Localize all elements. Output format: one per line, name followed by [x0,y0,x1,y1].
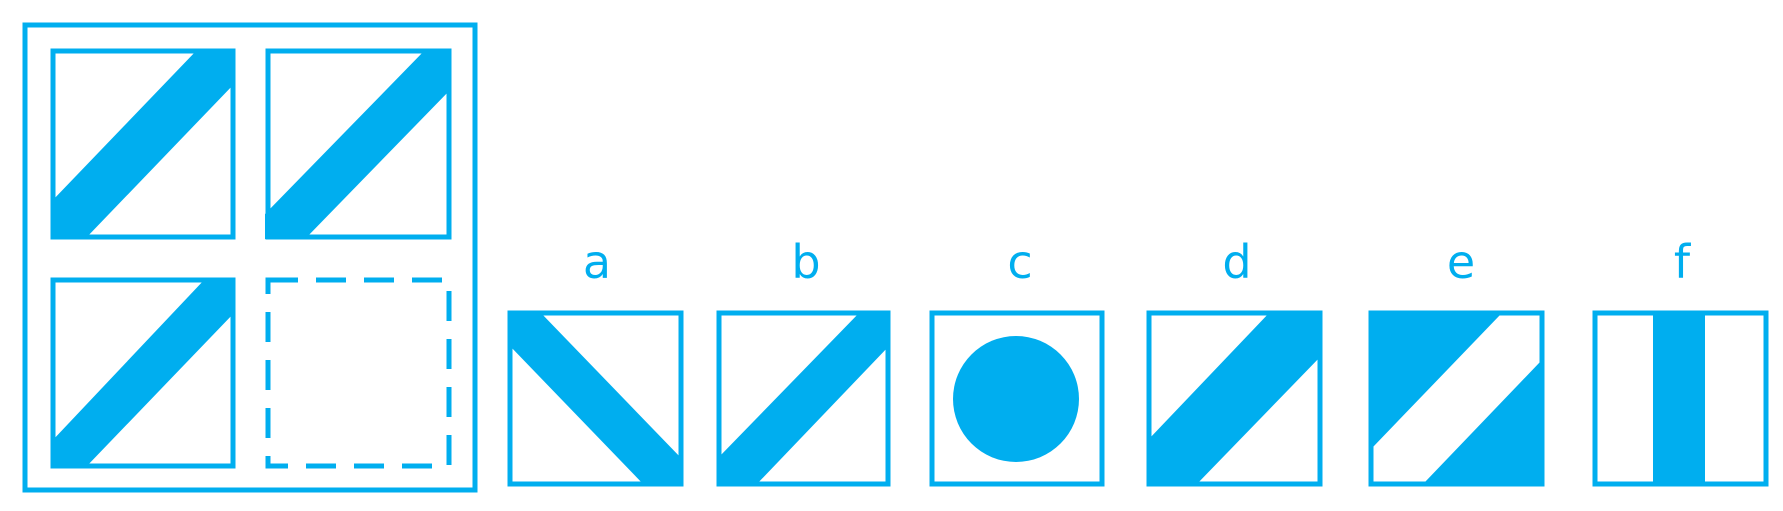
diagonal-band [718,312,890,486]
matrix-cell-3 [50,277,236,469]
option-b-label: b [791,235,820,289]
diagonal-band [509,312,683,486]
cell-border [50,48,236,240]
option-d[interactable] [1146,310,1323,487]
matrix-cell-2 [265,48,452,240]
option-c[interactable] [929,310,1105,487]
option-f-label: f [1674,235,1692,289]
diagonal-band [51,50,235,239]
option-a-label: a [583,235,611,289]
option-border [507,310,684,487]
matrix-frame [22,22,478,493]
diagonal-band [265,50,451,239]
option-c-label: c [1007,235,1032,289]
diagonal-band [51,279,235,468]
option-border [1146,310,1323,487]
option-b[interactable] [716,310,891,487]
cell-border [265,48,452,240]
option-f[interactable] [1592,310,1769,487]
option-d-label: d [1222,235,1251,289]
vertical-bar [1653,311,1705,486]
diagonal-band [1148,312,1322,486]
missing-cell-dashed [265,277,452,469]
white-diagonal-stripe [1373,315,1540,482]
option-e[interactable] [1368,310,1545,487]
option-a[interactable] [507,310,684,487]
option-e-label: e [1447,235,1475,289]
option-border [1368,310,1545,487]
filled-circle [953,336,1079,462]
matrix-cell-1 [50,48,236,240]
cell-border [50,277,236,469]
option-border [929,310,1105,487]
option-border [716,310,891,487]
